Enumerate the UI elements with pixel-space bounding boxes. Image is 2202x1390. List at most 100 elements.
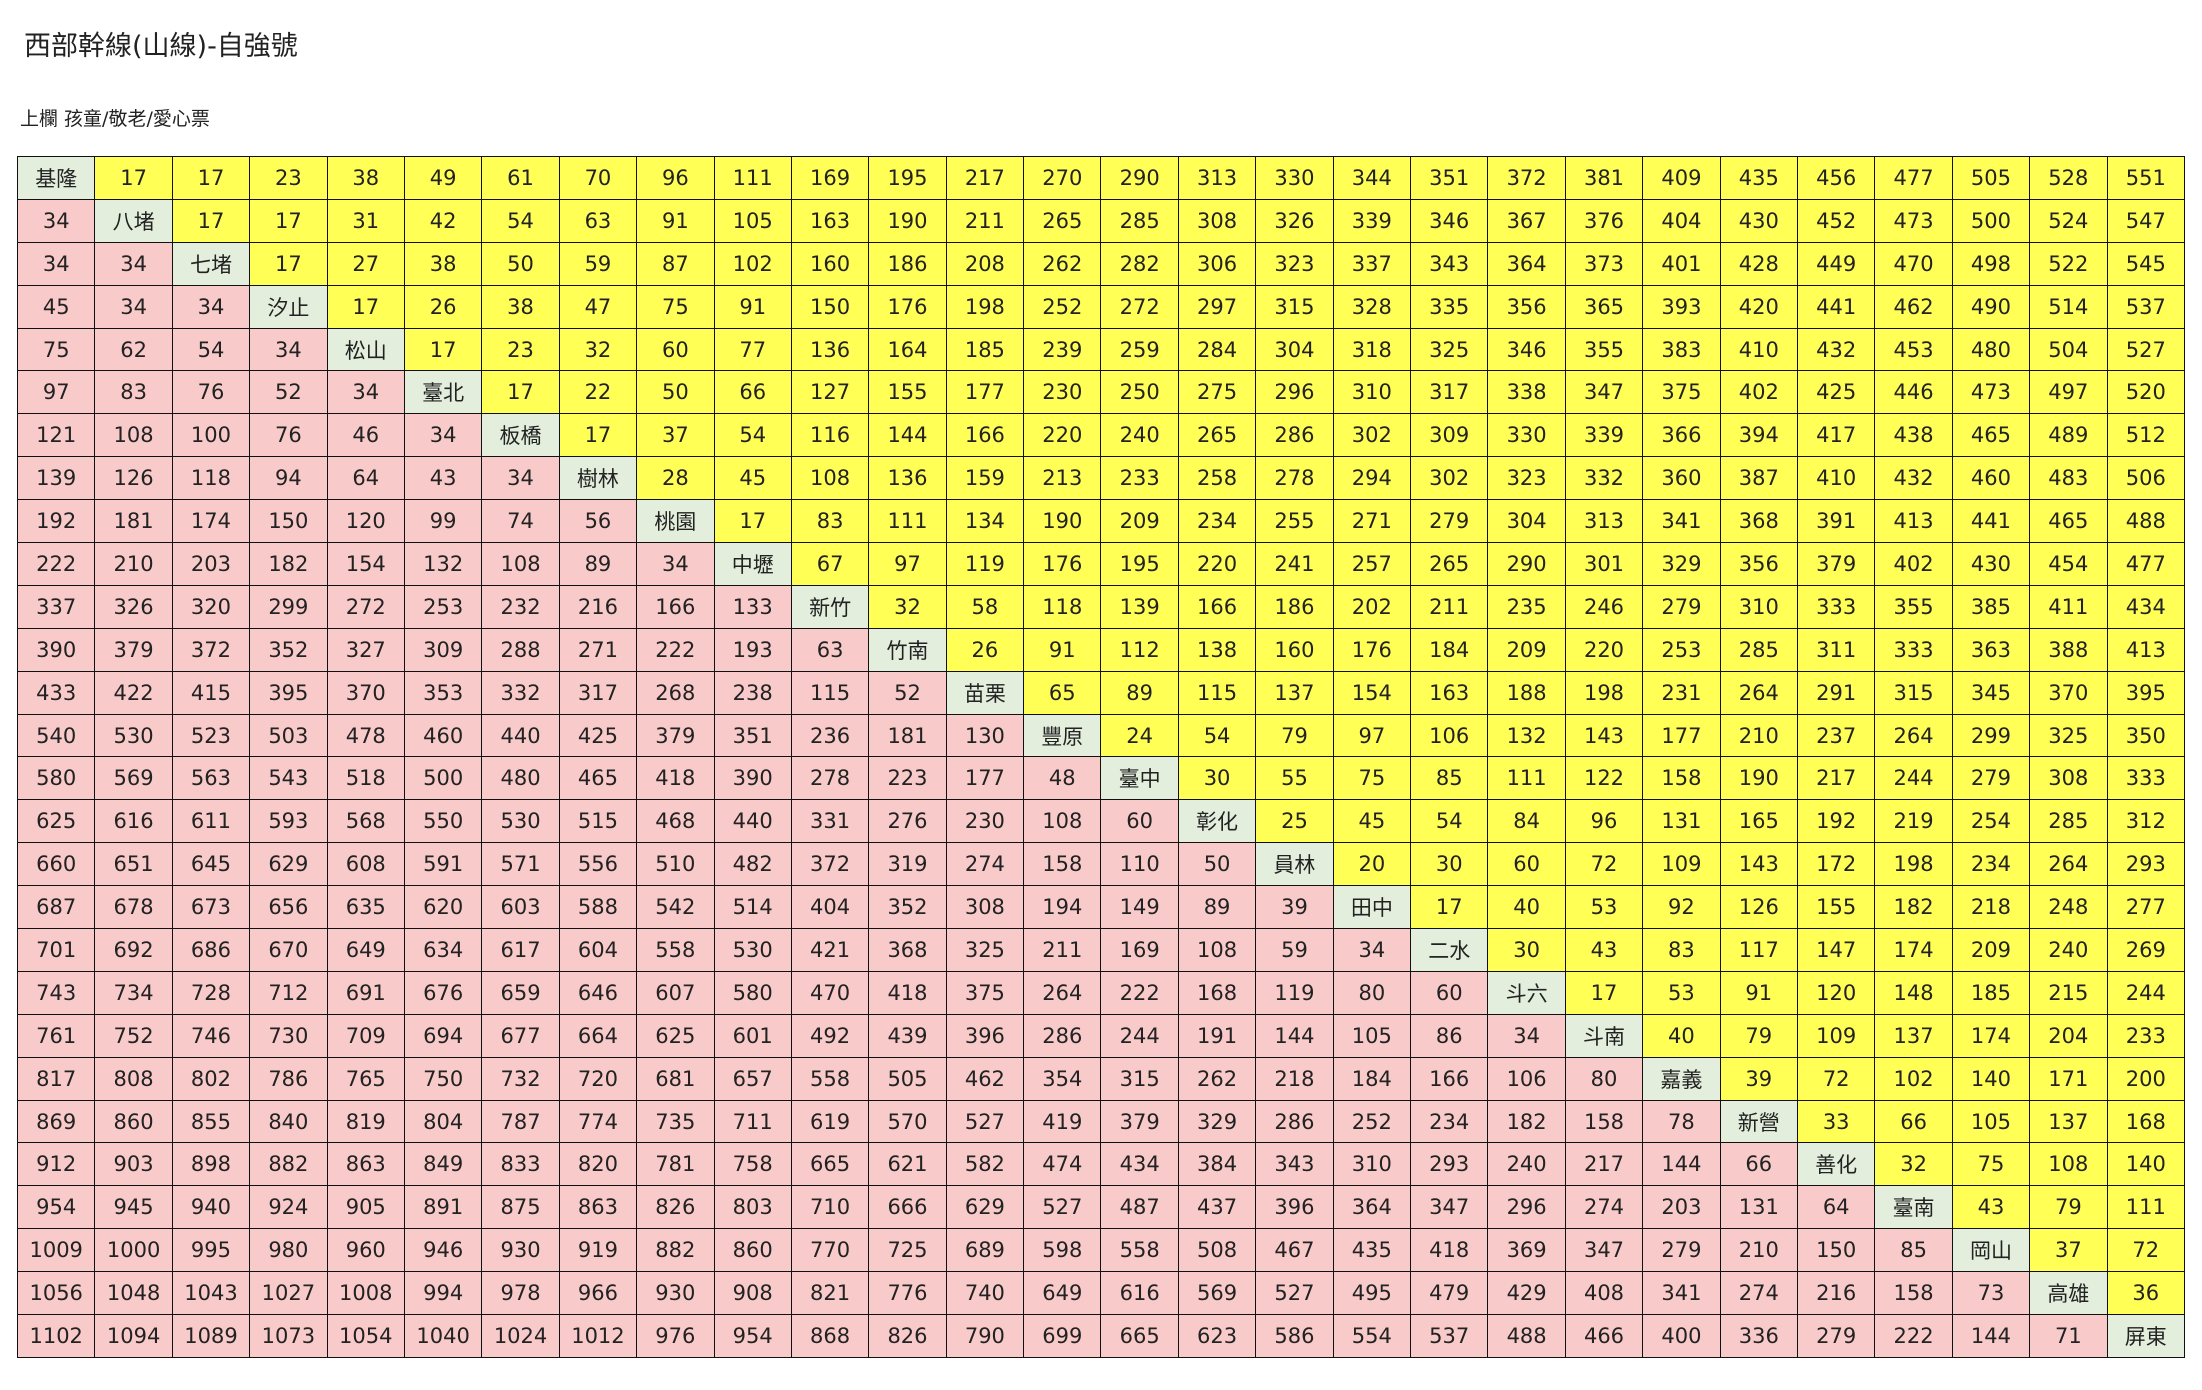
fare-cell: 209 [1951, 928, 2031, 972]
fare-cell: 372 [790, 842, 870, 887]
fare-cell: 404 [790, 885, 870, 930]
fare-cell: 272 [326, 584, 405, 629]
fare-cell: 17 [403, 327, 483, 372]
fare-cell: 317 [558, 670, 638, 715]
fare-cell: 500 [403, 756, 483, 801]
fare-cell: 332 [1564, 456, 1644, 501]
fare-cell: 60 [1410, 970, 1489, 1015]
fare-cell: 905 [326, 1185, 405, 1230]
fare-cell: 375 [1642, 370, 1721, 415]
fare-cell: 70 [558, 156, 638, 200]
fare-cell: 868 [790, 1314, 870, 1358]
fare-cell: 154 [326, 542, 405, 586]
fare-cell: 558 [636, 928, 715, 972]
fare-cell: 770 [790, 1228, 870, 1273]
fare-cell: 677 [481, 1013, 560, 1058]
fare-cell: 746 [171, 1013, 251, 1058]
fare-cell: 66 [1719, 1142, 1798, 1187]
fare-cell: 30 [1177, 756, 1257, 801]
station-cell: 苗栗 [945, 670, 1025, 715]
table-row: 687 678 673 656 635 620 603 588 542 514 404 352 308 1… [16, 885, 2186, 930]
fare-table-body: 基隆 17 17 23 38 49 61 70 96 111 169 195 217 270 290 313 3… [16, 156, 2186, 1358]
fare-cell: 220 [1564, 627, 1644, 672]
fare-cell: 262 [1177, 1056, 1257, 1101]
fare-cell: 73 [1951, 1271, 2031, 1316]
fare-cell: 222 [1100, 970, 1179, 1015]
fare-cell: 1027 [249, 1271, 328, 1316]
fare-cell: 34 [481, 456, 560, 501]
fare-cell: 108 [1177, 928, 1257, 972]
table-row: 660 651 645 629 608 591 571 556 510 482 372 319 274 1… [16, 842, 2186, 887]
fare-cell: 1043 [171, 1271, 251, 1316]
fare-cell: 136 [868, 456, 947, 501]
fare-cell: 208 [945, 241, 1025, 286]
fare-cell: 26 [403, 284, 483, 329]
fare-cell: 504 [2029, 327, 2108, 372]
fare-cell: 634 [403, 928, 483, 972]
fare-cell: 182 [249, 542, 328, 586]
fare-cell: 369 [1487, 1228, 1566, 1273]
fare-cell: 1073 [249, 1314, 328, 1358]
fare-cell: 240 [1487, 1142, 1566, 1187]
fare-cell: 976 [636, 1314, 715, 1358]
fare-cell: 213 [1023, 456, 1102, 501]
fare-cell: 364 [1332, 1185, 1412, 1230]
fare-cell: 360 [1642, 456, 1721, 501]
fare-cell: 826 [636, 1185, 715, 1230]
fare-cell: 402 [1874, 542, 1953, 586]
fare-cell: 709 [326, 1013, 405, 1058]
fare-cell: 59 [558, 241, 638, 286]
fare-cell: 144 [868, 413, 947, 458]
fare-cell: 174 [1951, 1013, 2031, 1058]
fare-cell: 54 [713, 413, 792, 458]
fare-cell: 608 [326, 842, 405, 887]
fare-cell: 126 [1719, 885, 1798, 930]
fare-cell: 140 [1951, 1056, 2031, 1101]
fare-cell: 735 [636, 1099, 715, 1144]
fare-cell: 331 [790, 799, 870, 844]
fare-cell: 108 [2029, 1142, 2108, 1187]
fare-cell: 290 [1487, 542, 1566, 586]
fare-cell: 186 [868, 241, 947, 286]
fare-cell: 53 [1564, 885, 1644, 930]
fare-cell: 222 [16, 542, 96, 586]
fare-cell: 607 [636, 970, 715, 1015]
fare-cell: 453 [1874, 327, 1953, 372]
fare-cell: 687 [16, 885, 96, 930]
fare-cell: 1000 [94, 1228, 173, 1273]
fare-cell: 272 [1100, 284, 1179, 329]
fare-cell: 111 [868, 499, 947, 544]
fare-cell: 111 [2106, 1185, 2186, 1230]
fare-cell: 343 [1410, 241, 1489, 286]
fare-cell: 284 [1177, 327, 1257, 372]
fare-cell: 234 [1177, 499, 1257, 544]
fare-cell: 174 [171, 499, 251, 544]
fare-cell: 425 [1796, 370, 1876, 415]
fare-cell: 732 [481, 1056, 560, 1101]
fare-cell: 558 [790, 1056, 870, 1101]
fare-cell: 233 [1100, 456, 1179, 501]
fare-cell: 351 [1410, 156, 1489, 200]
fare-cell: 34 [403, 413, 483, 458]
fare-cell: 311 [1796, 627, 1876, 672]
fare-cell: 190 [1719, 756, 1798, 801]
fare-cell: 417 [1796, 413, 1876, 458]
table-row: 1056 1048 1043 1027 1008 994 978 966 930 908 821 77… [16, 1271, 2186, 1316]
fare-cell: 333 [2106, 756, 2186, 801]
table-row: 1102 1094 1089 1073 1054 1040 1024 1012 976 954 86… [16, 1314, 2186, 1358]
fare-cell: 288 [481, 627, 560, 672]
fare-cell: 50 [481, 241, 560, 286]
fare-cell: 473 [1951, 370, 2031, 415]
fare-cell: 17 [171, 156, 251, 200]
fare-cell: 222 [1874, 1314, 1953, 1358]
fare-cell: 1094 [94, 1314, 173, 1358]
fare-cell: 203 [1642, 1185, 1721, 1230]
fare-cell: 440 [713, 799, 792, 844]
fare-cell: 490 [1951, 284, 2031, 329]
fare-cell: 651 [94, 842, 173, 887]
fare-cell: 160 [1255, 627, 1334, 672]
fare-cell: 191 [1177, 1013, 1257, 1058]
fare-cell: 172 [1796, 842, 1876, 887]
fare-cell: 265 [1410, 542, 1489, 586]
fare-cell: 158 [1874, 1271, 1953, 1316]
